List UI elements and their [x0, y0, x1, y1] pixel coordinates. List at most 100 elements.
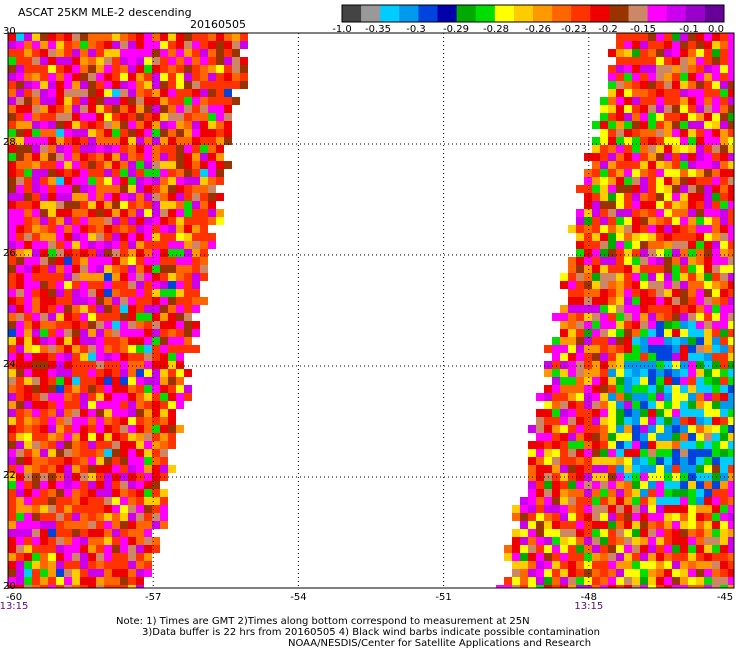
data-cell: [640, 73, 648, 81]
data-cell: [704, 209, 712, 217]
data-cell: [168, 185, 176, 193]
data-cell: [528, 577, 536, 585]
data-cell: [688, 513, 696, 521]
data-cell: [728, 489, 734, 497]
data-cell: [72, 217, 80, 225]
data-cell: [8, 553, 16, 561]
data-cell: [624, 209, 632, 217]
data-cell: [688, 49, 696, 57]
data-cell: [696, 145, 704, 153]
data-cell: [176, 353, 184, 361]
data-cell: [704, 345, 712, 353]
data-cell: [688, 73, 696, 81]
data-cell: [152, 257, 160, 265]
colorbar-segment: [380, 5, 400, 22]
data-cell: [624, 521, 632, 529]
data-cell: [552, 465, 560, 473]
colorbar-segment: [647, 5, 668, 22]
data-cell: [56, 329, 64, 337]
data-cell: [712, 497, 720, 505]
data-cell: [32, 281, 40, 289]
data-cell: [56, 241, 64, 249]
colorbar-border: [341, 4, 725, 23]
data-cell: [152, 185, 160, 193]
data-cell: [656, 481, 664, 489]
data-cell: [704, 217, 712, 225]
data-cell: [568, 433, 576, 441]
data-cell: [56, 481, 64, 489]
data-cell: [160, 401, 168, 409]
data-cell: [552, 441, 560, 449]
data-cell: [112, 225, 120, 233]
data-cell: [200, 105, 208, 113]
data-cell: [136, 41, 144, 49]
data-cell: [8, 329, 16, 337]
data-cell: [704, 57, 712, 65]
data-cell: [584, 457, 592, 465]
data-cell: [696, 449, 704, 457]
data-cell: [640, 145, 648, 153]
data-cell: [80, 385, 88, 393]
data-cell: [664, 513, 672, 521]
data-cell: [680, 209, 688, 217]
data-cell: [16, 313, 24, 321]
data-cell: [616, 457, 624, 465]
data-cell: [720, 105, 728, 113]
data-cell: [536, 393, 544, 401]
data-cell: [648, 505, 656, 513]
data-cell: [152, 497, 160, 505]
data-cell: [632, 585, 640, 588]
data-cell: [56, 385, 64, 393]
data-cell: [24, 329, 32, 337]
data-cell: [168, 273, 176, 281]
data-cell: [40, 369, 48, 377]
data-cell: [560, 529, 568, 537]
data-cell: [640, 577, 648, 585]
data-cell: [648, 377, 656, 385]
data-cell: [136, 529, 144, 537]
data-cell: [96, 193, 104, 201]
data-cell: [176, 201, 184, 209]
data-cell: [544, 369, 552, 377]
data-cell: [48, 217, 56, 225]
data-cell: [672, 353, 680, 361]
data-cell: [720, 185, 728, 193]
data-cell: [528, 537, 536, 545]
data-cell: [48, 321, 56, 329]
data-cell: [560, 337, 568, 345]
data-cell: [120, 305, 128, 313]
data-cell: [664, 241, 672, 249]
data-cell: [152, 481, 160, 489]
data-cell: [720, 441, 728, 449]
data-cell: [656, 393, 664, 401]
data-cell: [8, 337, 16, 345]
data-cell: [624, 497, 632, 505]
data-cell: [688, 241, 696, 249]
data-cell: [104, 497, 112, 505]
data-cell: [656, 329, 664, 337]
data-cell: [640, 321, 648, 329]
data-cell: [672, 313, 680, 321]
data-cell: [632, 145, 640, 153]
data-cell: [632, 401, 640, 409]
data-cell: [688, 89, 696, 97]
data-cell: [720, 529, 728, 537]
data-cell: [688, 337, 696, 345]
data-cell: [576, 241, 584, 249]
data-cell: [640, 433, 648, 441]
data-cell: [48, 201, 56, 209]
data-cell: [136, 449, 144, 457]
data-cell: [552, 393, 560, 401]
data-cell: [624, 569, 632, 577]
data-cell: [144, 353, 152, 361]
data-cell: [712, 273, 720, 281]
data-cell: [536, 505, 544, 513]
data-cell: [728, 297, 734, 305]
data-cell: [184, 305, 192, 313]
data-cell: [512, 577, 520, 585]
data-cell: [144, 481, 152, 489]
data-cell: [720, 81, 728, 89]
data-cell: [160, 313, 168, 321]
data-cell: [656, 401, 664, 409]
data-cell: [648, 305, 656, 313]
